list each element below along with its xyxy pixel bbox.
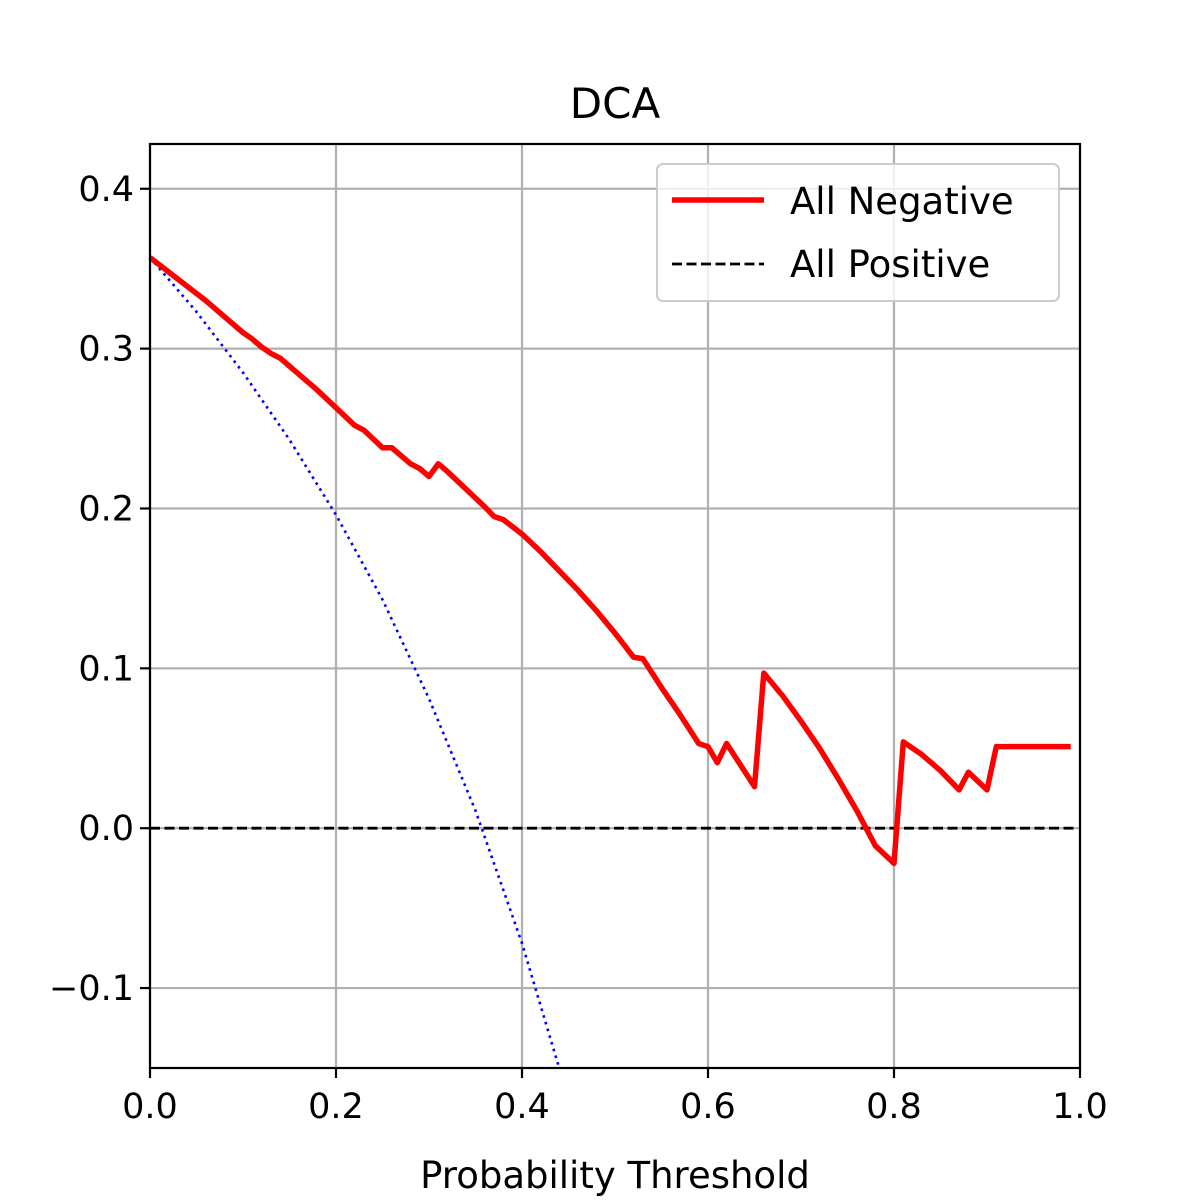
y-tick-label: 0.1 bbox=[78, 649, 134, 689]
x-tick-label: 0.8 bbox=[866, 1087, 922, 1127]
y-tick-label: 0.0 bbox=[78, 809, 134, 849]
x-axis-title: Probability Threshold bbox=[420, 1154, 810, 1197]
x-tick-label: 0.0 bbox=[122, 1087, 178, 1127]
y-tick-label: 0.4 bbox=[78, 170, 134, 210]
legend-label-all-positive: All Positive bbox=[790, 243, 990, 286]
y-tick-label: −0.1 bbox=[49, 969, 134, 1009]
model-series-line bbox=[149, 256, 561, 1069]
x-tick-label: 1.0 bbox=[1052, 1087, 1108, 1127]
chart-title: DCA bbox=[570, 79, 661, 128]
plot-frame bbox=[148, 142, 1082, 1070]
x-tick-label: 0.4 bbox=[494, 1087, 550, 1127]
x-tick-label: 0.2 bbox=[308, 1087, 364, 1127]
y-tick-label: 0.2 bbox=[78, 489, 134, 529]
legend: All Negative All Positive bbox=[656, 163, 1060, 302]
ticks: 0.0 0.2 0.4 0.6 0.8 1.0 −0.1 0.0 0.1 0.2 0.3 0.4 bbox=[49, 170, 1108, 1127]
x-tick-label: 0.6 bbox=[680, 1087, 736, 1127]
y-tick-label: 0.3 bbox=[78, 330, 134, 370]
all-negative-series-line bbox=[148, 255, 1071, 867]
legend-label-all-negative: All Negative bbox=[790, 180, 1014, 223]
series-layer bbox=[148, 255, 1074, 1069]
